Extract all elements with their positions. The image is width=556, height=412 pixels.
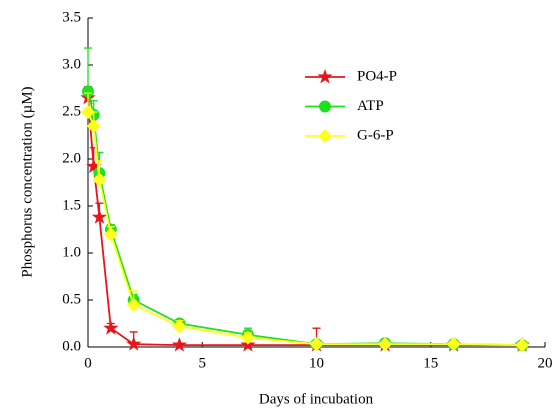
- y-tick-label: 2.0: [62, 150, 81, 166]
- y-tick-label: 1.5: [62, 197, 81, 213]
- x-tick-label: 15: [423, 355, 438, 371]
- marker: [378, 337, 393, 352]
- marker: [319, 100, 331, 113]
- marker: [172, 319, 187, 334]
- y-tick-label: 3.5: [62, 9, 81, 25]
- x-tick-label: 10: [309, 355, 324, 371]
- marker: [446, 337, 461, 352]
- x-tick-label: 0: [84, 355, 92, 371]
- marker: [126, 336, 142, 351]
- error-bar: [84, 47, 92, 92]
- marker: [103, 320, 119, 335]
- marker: [318, 129, 332, 143]
- marker: [103, 227, 118, 242]
- y-tick-label: 0.0: [62, 338, 81, 354]
- y-tick-label: 0.5: [62, 291, 81, 307]
- y-tick-label: 2.5: [62, 103, 81, 119]
- marker: [317, 69, 333, 84]
- marker: [86, 119, 101, 134]
- marker: [86, 158, 102, 173]
- y-axis-label: Phosphorus concentration (µM): [19, 86, 35, 277]
- marker: [81, 105, 95, 119]
- x-tick-label: 5: [199, 355, 207, 371]
- marker: [126, 297, 141, 312]
- marker: [171, 337, 187, 352]
- marker: [92, 172, 107, 187]
- x-axis-label: Days of incubation: [259, 391, 374, 407]
- legend-label: G-6-P: [357, 127, 394, 143]
- marker: [309, 337, 324, 352]
- legend-label: PO4-P: [357, 68, 397, 84]
- series-line: [87, 91, 523, 347]
- y-tick-label: 3.0: [62, 56, 81, 72]
- marker: [240, 330, 255, 345]
- x-tick-label: 20: [538, 355, 553, 371]
- series-line: [87, 97, 523, 347]
- marker: [91, 209, 107, 224]
- marker: [82, 85, 94, 98]
- y-tick-label: 1.0: [62, 244, 81, 260]
- marker: [515, 338, 530, 353]
- legend-label: ATP: [357, 98, 384, 114]
